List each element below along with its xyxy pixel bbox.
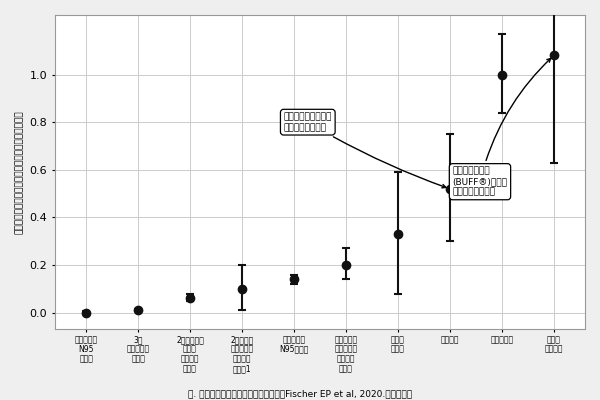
Text: 図. 様々なマスクによる飛沫防止効果（Fischer EP et al, 2020.より改変）: 図. 様々なマスクによる飛沫防止効果（Fischer EP et al, 202… [188, 389, 412, 398]
Text: ネックゲイター
(BUFF®)は全く
飛沫を抑制しない: ネックゲイター (BUFF®)は全く 飛沫を抑制しない [452, 58, 551, 196]
Text: バンダナも５０％程
度しか抑制しない: バンダナも５０％程 度しか抑制しない [284, 112, 446, 188]
Y-axis label: マスクなしの平均を１とした相対的な飛沫の通過率: マスクなしの平均を１とした相対的な飛沫の通過率 [15, 110, 24, 234]
